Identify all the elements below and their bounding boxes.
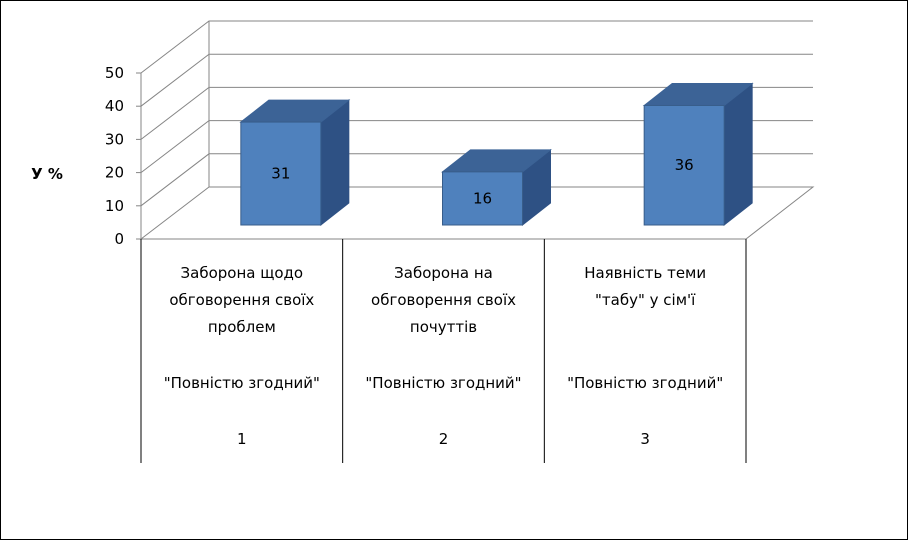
data-label: 16 [473,189,492,207]
bar-side-face [723,82,753,227]
category-label-line: проблем [208,318,276,336]
category-number: 2 [439,430,449,448]
bar [442,171,523,226]
y-tick-label: 40 [105,97,124,115]
y-axis-label: У % [31,165,63,183]
category-label-line: Заборона на [394,264,493,282]
category-label-line: обговорення своїх [371,291,516,309]
y-tick-label: 30 [105,130,124,148]
category-label-line: Наявність теми [584,264,706,282]
data-label: 36 [675,156,694,174]
category-label-line: Заборона щодо [181,264,304,282]
category-number: 1 [237,430,247,448]
y-tick-label: 20 [105,164,124,182]
gridline [140,20,813,74]
category-number: 3 [640,430,650,448]
category-sublabel: "Повністю згодний" [164,374,320,392]
data-label: 31 [271,165,290,183]
bar [643,104,725,226]
category-label-line: обговорення своїх [169,291,314,309]
bar [240,121,322,226]
category-label-line: "табу" у сім'ї [595,291,696,309]
category-sublabel: "Повністю згодний" [365,374,521,392]
category-label-line: почуттів [410,318,477,336]
y-tick-label: 0 [114,230,124,248]
y-tick-label: 50 [105,64,124,82]
category-sublabel: "Повністю згодний" [567,374,723,392]
y-tick-label: 10 [105,197,124,215]
